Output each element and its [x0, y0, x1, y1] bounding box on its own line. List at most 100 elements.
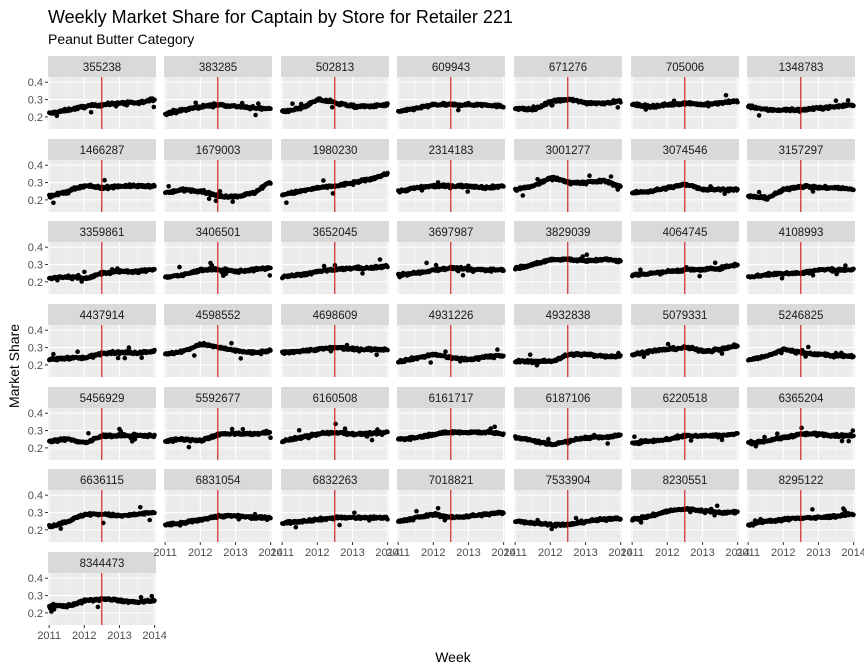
strip-label: 4931226 [429, 310, 474, 322]
strip-background [164, 139, 272, 160]
panel-609943: 609943 [396, 56, 506, 129]
data-point [845, 98, 851, 103]
strip-background [48, 221, 156, 242]
panel-3697987: 3697987 [396, 221, 506, 294]
data-point [735, 186, 740, 192]
data-point [377, 257, 383, 262]
data-point [618, 353, 623, 358]
data-point [268, 181, 273, 186]
strip-label: 4698609 [313, 310, 358, 322]
strip-background [48, 139, 156, 160]
data-point [217, 189, 223, 194]
strip-background [747, 56, 855, 77]
points [163, 100, 273, 118]
strip-label: 3697987 [429, 227, 474, 239]
strip-label: 355238 [83, 62, 121, 74]
strip-background [281, 139, 389, 160]
data-point [501, 353, 506, 359]
strip-background [397, 56, 505, 77]
panel-3157297: 3157297 [746, 139, 856, 212]
strip-label: 4064745 [663, 227, 708, 239]
points [280, 257, 390, 281]
data-point [239, 100, 245, 106]
points [513, 173, 623, 198]
data-point [618, 184, 623, 189]
strip-label: 3074546 [663, 145, 708, 157]
data-point [230, 199, 235, 204]
strip-label: 4437914 [80, 310, 125, 322]
data-point [719, 351, 725, 356]
strip-label: 4932838 [546, 310, 591, 322]
panel-1679003: 1679003 [163, 139, 273, 212]
data-point [723, 93, 729, 98]
data-point [495, 347, 500, 352]
panel-2314183: 2314183 [396, 139, 506, 212]
data-point [267, 273, 273, 278]
points [396, 100, 506, 114]
data-point [151, 104, 157, 110]
data-point [290, 101, 295, 106]
data-point [268, 348, 273, 353]
strip-background [164, 304, 272, 325]
data-point [608, 174, 614, 179]
data-point [385, 101, 390, 106]
data-point [115, 355, 121, 361]
points [280, 170, 390, 205]
strip-label: 3829039 [546, 227, 591, 239]
data-point [501, 184, 506, 189]
y-tick-label: 0.3 [28, 95, 43, 107]
data-point [330, 191, 336, 196]
points [47, 177, 157, 206]
data-point [360, 271, 365, 276]
data-point [810, 189, 816, 194]
data-point [374, 352, 380, 358]
data-point [152, 347, 157, 353]
data-point [268, 265, 273, 271]
data-point [268, 106, 273, 111]
strip-label: 671276 [549, 62, 587, 74]
data-point [51, 351, 56, 357]
panel-3001277: 3001277 [513, 139, 623, 212]
data-point [213, 198, 219, 204]
data-point [501, 268, 506, 274]
strip-background [631, 139, 739, 160]
data-point [152, 183, 157, 189]
points [746, 182, 856, 202]
strip-background [48, 304, 156, 325]
data-point [255, 101, 261, 106]
data-point [712, 260, 718, 266]
strip-label: 4598552 [196, 310, 241, 322]
data-point [618, 258, 623, 264]
points [47, 96, 157, 119]
data-point [443, 349, 448, 355]
strip-background [397, 221, 505, 242]
panel-705006: 705006 [630, 56, 740, 129]
strip-label: 1679003 [196, 145, 241, 157]
data-point [88, 110, 94, 115]
data-point [756, 189, 762, 195]
strip-background [48, 56, 156, 77]
points [163, 260, 273, 280]
data-point [810, 273, 816, 278]
strip-background [397, 139, 505, 160]
panel-3652045: 3652045 [280, 221, 390, 294]
data-point [209, 263, 215, 268]
strip-background [631, 221, 739, 242]
y-tick-label: 0.4 [28, 77, 43, 89]
y-tick-label: 0.4 [28, 325, 43, 337]
points [630, 181, 740, 197]
panel-4932838: 4932838 [513, 304, 623, 377]
y-tick-label: 0.3 [28, 178, 43, 190]
strip-label: 3001277 [546, 145, 591, 157]
points [513, 252, 623, 272]
points [280, 96, 390, 115]
points [746, 98, 856, 118]
strip-label: 5456929 [80, 393, 125, 405]
data-point [806, 344, 811, 350]
data-point [206, 196, 212, 201]
data-point [638, 267, 643, 273]
data-point [284, 200, 289, 205]
strip-label: 502813 [316, 62, 354, 74]
points [163, 340, 273, 361]
